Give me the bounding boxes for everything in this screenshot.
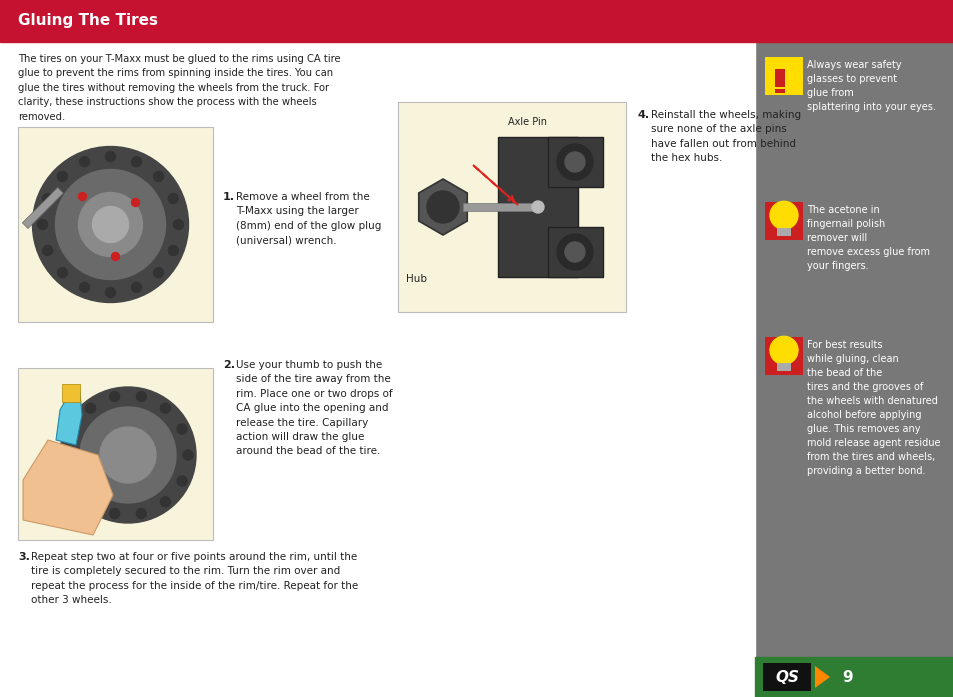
Text: QS: QS [774,670,799,684]
Circle shape [63,450,73,460]
Bar [776,363,790,371]
Circle shape [173,220,183,229]
Circle shape [427,191,458,223]
Circle shape [37,220,48,229]
Circle shape [57,268,68,277]
Text: 4.: 4. [638,110,649,120]
Circle shape [110,509,119,519]
Circle shape [160,403,171,413]
Circle shape [177,424,187,434]
Bar [0,0,953,42]
Circle shape [79,157,90,167]
Text: Repeat step two at four or five points around the rim, until the
tire is complet: Repeat step two at four or five points a… [30,552,358,605]
Circle shape [106,287,115,298]
Circle shape [136,392,146,401]
Circle shape [557,144,593,180]
Bar [754,42,953,697]
Polygon shape [418,179,467,235]
Bar [547,137,602,187]
Text: 1.: 1. [223,192,234,202]
Text: Always wear safety
glasses to prevent
glue from
splattering into your eyes.: Always wear safety glasses to prevent gl… [806,60,935,112]
Circle shape [153,268,163,277]
Text: Axle Pin: Axle Pin [507,117,546,127]
Circle shape [168,194,178,204]
Circle shape [80,407,175,503]
Text: For best results
while gluing, clean
the bead of the
tires and the grooves of
th: For best results while gluing, clean the… [806,340,940,476]
Bar [22,187,63,229]
Bar [397,102,625,312]
Circle shape [106,151,115,162]
Circle shape [112,252,119,261]
Circle shape [183,450,193,460]
Text: Remove a wheel from the
T-Maxx using the larger
(8mm) end of the glow plug
(univ: Remove a wheel from the T-Maxx using the… [235,192,381,245]
Circle shape [92,206,129,243]
Circle shape [769,201,797,229]
Circle shape [100,427,156,483]
Circle shape [160,497,171,507]
Bar [462,203,537,211]
Circle shape [78,192,142,256]
Bar [18,127,213,322]
Circle shape [132,282,141,292]
Circle shape [79,282,90,292]
Bar [774,89,784,93]
Circle shape [168,245,178,256]
Circle shape [110,392,119,401]
Circle shape [564,152,584,172]
Text: 2.: 2. [223,360,234,370]
Circle shape [532,201,543,213]
Circle shape [32,146,189,302]
Circle shape [177,476,187,486]
Circle shape [86,497,95,507]
Text: 9: 9 [841,670,852,684]
Bar [776,228,790,236]
Circle shape [557,234,593,270]
Polygon shape [814,666,829,688]
Text: The tires on your T-Maxx must be glued to the rims using CA tire
glue to prevent: The tires on your T-Maxx must be glued t… [18,54,340,121]
Circle shape [60,387,195,523]
Circle shape [69,424,79,434]
Bar [62,384,80,402]
Text: Gluing The Tires: Gluing The Tires [18,13,158,29]
Bar [764,57,802,95]
Bar [774,69,784,87]
Circle shape [86,403,95,413]
Circle shape [564,242,584,262]
Bar [762,663,810,691]
Circle shape [136,509,146,519]
Circle shape [769,336,797,365]
Text: Use your thumb to push the
side of the tire away from the
rim. Place one or two : Use your thumb to push the side of the t… [235,360,393,457]
Bar [497,137,578,277]
Polygon shape [56,392,82,445]
Circle shape [43,245,52,256]
Circle shape [78,192,87,201]
Text: 3.: 3. [18,552,30,562]
Bar [764,337,802,375]
Text: Hub: Hub [406,274,427,284]
Text: The acetone in
fingernail polish
remover will
remove excess glue from
your finge: The acetone in fingernail polish remover… [806,205,929,271]
Bar [0,42,754,697]
Circle shape [132,199,139,206]
Polygon shape [23,440,112,535]
Text: Reinstall the wheels, making
sure none of the axle pins
have fallen out from beh: Reinstall the wheels, making sure none o… [650,110,801,163]
Circle shape [132,157,141,167]
Circle shape [43,194,52,204]
Bar [754,657,953,697]
Circle shape [153,171,163,181]
Bar [547,227,602,277]
Bar [764,202,802,240]
Bar [18,368,213,540]
Circle shape [69,476,79,486]
Circle shape [57,171,68,181]
Circle shape [55,169,165,279]
